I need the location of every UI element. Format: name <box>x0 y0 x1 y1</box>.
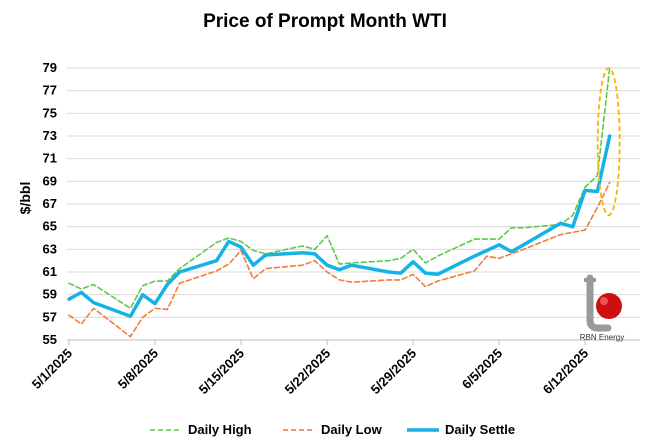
series-line-daily-settle <box>67 134 612 318</box>
y-tick-67: 67 <box>43 196 57 211</box>
logo-text: RBN Energy <box>580 333 624 342</box>
y-tick-69: 69 <box>43 173 57 188</box>
x-tick-5/22/2025: 5/22/2025 <box>282 346 334 398</box>
x-tick-5/1/2025: 5/1/2025 <box>29 346 75 392</box>
y-tick-65: 65 <box>43 219 57 234</box>
y-tick-55: 55 <box>43 332 57 347</box>
y-tick-73: 73 <box>43 128 57 143</box>
legend-label-2: Daily Settle <box>445 422 515 437</box>
y-tick-59: 59 <box>43 287 57 302</box>
x-tick-5/8/2025: 5/8/2025 <box>115 346 161 392</box>
logo-pipe <box>586 274 612 332</box>
y-tick-77: 77 <box>43 83 57 98</box>
y-tick-labels: 55 57 59 61 63 65 67 69 71 73 75 77 79 <box>43 60 57 347</box>
series-line-daily-high <box>68 67 611 310</box>
y-axis-label: $/bbl <box>17 182 33 215</box>
y-tick-63: 63 <box>43 241 57 256</box>
logo-ball-shine <box>600 297 608 305</box>
highlight-ellipse <box>596 67 621 217</box>
gridlines <box>67 67 640 341</box>
y-tick-61: 61 <box>43 264 57 279</box>
y-tick-57: 57 <box>43 309 57 324</box>
chart-title: Price of Prompt Month WTI <box>203 11 447 32</box>
x-tick-5/15/2025: 5/15/2025 <box>196 346 248 398</box>
series-lines <box>67 67 612 338</box>
y-tick-79: 79 <box>43 60 57 75</box>
rbn-energy-logo: RBN Energy <box>580 274 624 342</box>
logo-ball <box>596 293 622 319</box>
y-tick-75: 75 <box>43 105 57 120</box>
legend-label-0: Daily High <box>188 422 252 437</box>
axes <box>67 339 640 345</box>
legend-label-1: Daily Low <box>321 422 383 437</box>
y-tick-71: 71 <box>43 151 57 166</box>
highlight-ellipse-shape <box>596 67 621 217</box>
legend: Daily High Daily Low Daily Settle <box>150 422 515 437</box>
x-tick-6/12/2025: 6/12/2025 <box>540 346 592 398</box>
x-tick-5/29/2025: 5/29/2025 <box>368 346 420 398</box>
x-tick-6/5/2025: 6/5/2025 <box>459 346 505 392</box>
x-tick-labels: 5/1/2025 5/8/2025 5/15/2025 5/22/2025 5/29/2… <box>29 346 592 398</box>
series-line-daily-low <box>68 181 611 338</box>
